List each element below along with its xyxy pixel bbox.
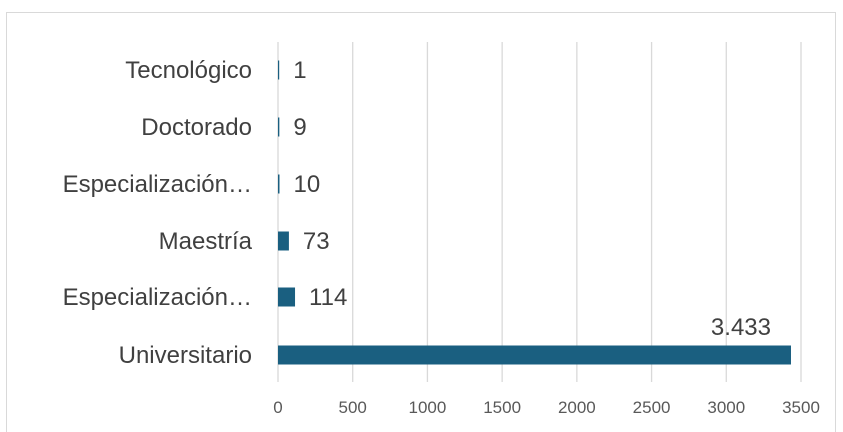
data-label: 9	[293, 114, 306, 141]
data-label: 1	[293, 57, 306, 84]
grid-lines	[277, 42, 802, 382]
category-label: Especialización…	[63, 284, 252, 311]
data-label: 10	[293, 171, 320, 198]
x-tick-label: 1000	[409, 398, 447, 417]
category-label: Universitario	[119, 342, 252, 369]
bar	[278, 60, 280, 80]
category-label: Tecnológico	[125, 57, 252, 84]
data-label: 73	[303, 228, 330, 255]
chart-frame	[6, 12, 836, 432]
x-tick-label: 500	[339, 398, 367, 417]
bars	[278, 60, 791, 365]
x-tick-label: 3500	[782, 398, 820, 417]
category-label: Doctorado	[141, 114, 252, 141]
x-tick-label: 3000	[707, 398, 745, 417]
category-label: Maestría	[159, 228, 253, 255]
bar	[278, 287, 296, 307]
x-tick-label: 0	[273, 398, 282, 417]
data-label: 3.433	[711, 314, 771, 341]
category-label: Especialización…	[63, 171, 252, 198]
x-tick-label: 2500	[633, 398, 671, 417]
bar	[278, 174, 280, 194]
bar	[278, 117, 280, 137]
x-tick-label: 2000	[558, 398, 596, 417]
data-label: 114	[309, 284, 347, 311]
bar	[278, 231, 289, 251]
bar	[278, 345, 791, 365]
value-labels: 1 9 10 73 114 3.433	[293, 57, 771, 341]
x-tick-label: 1500	[483, 398, 521, 417]
x-axis-tick-labels: 0 500 1000 1500 2000 2500 3000 3500	[273, 398, 820, 417]
category-labels: Tecnológico Doctorado Especialización… Maes…	[63, 57, 253, 369]
